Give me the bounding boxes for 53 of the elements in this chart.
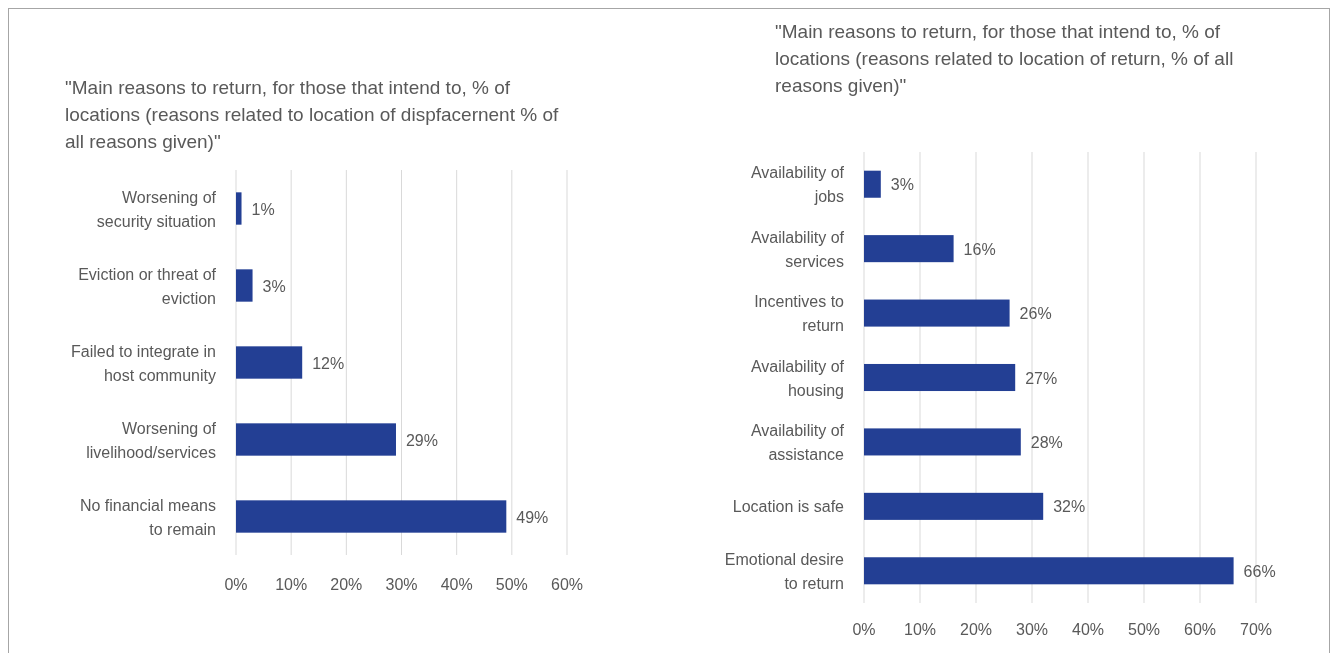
y-tick-label: Worsening of livelihood/services — [86, 419, 217, 461]
y-tick-label: Availability of assistance — [750, 421, 845, 463]
x-tick-label: 10% — [903, 621, 937, 638]
bar — [236, 500, 507, 533]
y-tick-label: Eviction or threat of eviction — [78, 265, 217, 307]
data-label: 26% — [1019, 305, 1052, 323]
y-tick-label: Failed to integrate in host community — [71, 342, 216, 384]
x-tick-label: 60% — [1183, 621, 1217, 638]
y-tick-label: Emotional desire to return — [724, 550, 845, 592]
chart-title: "Main reasons to return, for those that intend to, % of locations (reasons related to location of return, % of all reasons given)" — [775, 21, 1234, 96]
x-tick-label: 10% — [275, 576, 308, 593]
bar — [864, 299, 1010, 327]
x-tick-label: 0% — [852, 621, 876, 638]
data-label: 27% — [1025, 369, 1058, 387]
bar — [236, 192, 242, 225]
bar — [864, 557, 1234, 585]
x-tick-label: 20% — [959, 621, 993, 638]
bar — [864, 492, 1044, 520]
y-tick-label: Availability of housing — [750, 357, 845, 399]
x-tick-label: 50% — [1127, 621, 1161, 638]
y-tick-label: Incentives to return — [754, 293, 845, 335]
data-label: 3% — [262, 277, 286, 295]
data-label: 32% — [1053, 498, 1086, 516]
data-label: 16% — [963, 240, 996, 258]
x-tick-label: 30% — [1015, 621, 1049, 638]
x-tick-label: 50% — [495, 576, 528, 593]
bar — [236, 269, 253, 302]
x-tick-label: 60% — [550, 576, 584, 593]
bar — [864, 170, 881, 198]
y-tick-label: Worsening of security situation — [96, 188, 217, 230]
bar — [864, 428, 1021, 456]
data-label: 28% — [1030, 433, 1063, 451]
y-tick-label: Availability of services — [750, 228, 845, 270]
y-tick-label: No financial means to remain — [79, 496, 216, 538]
bar — [236, 423, 396, 456]
data-label: 12% — [312, 354, 345, 372]
x-tick-label: 40% — [1071, 621, 1105, 638]
x-tick-label: 40% — [440, 576, 473, 593]
y-tick-label: Location is safe — [732, 498, 845, 516]
x-tick-label: 70% — [1239, 621, 1273, 638]
data-label: 29% — [405, 431, 439, 449]
x-tick-label: 30% — [385, 576, 418, 593]
bar — [864, 363, 1016, 392]
data-label: 1% — [251, 200, 275, 218]
y-tick-label: Availability of jobs — [750, 164, 845, 206]
bar — [864, 235, 954, 263]
chart-title: "Main reasons to return, for those that intend to, % of locations (reasons related to location of dispfacernent % of all reasons given)" — [65, 77, 559, 152]
bar — [236, 346, 303, 379]
x-tick-label: 20% — [330, 576, 363, 593]
data-label: 66% — [1243, 562, 1276, 580]
x-tick-label: 0% — [224, 576, 248, 593]
data-label: 3% — [890, 176, 914, 194]
data-label: 49% — [516, 508, 549, 526]
